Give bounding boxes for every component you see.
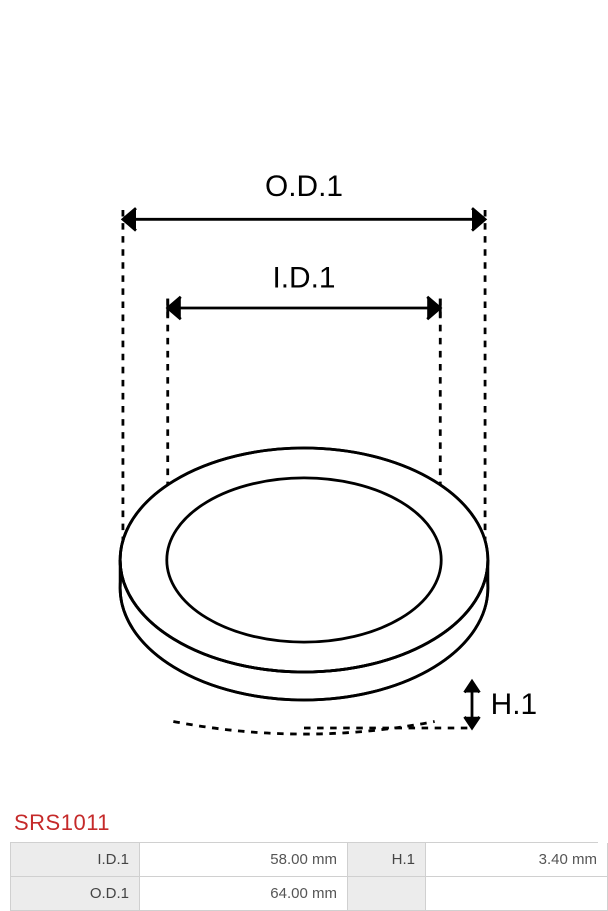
spec-value: 64.00 mm bbox=[140, 877, 348, 911]
spec-label: H.1 bbox=[348, 843, 426, 877]
spec-label: O.D.1 bbox=[10, 877, 140, 911]
id-label: I.D.1 bbox=[272, 261, 335, 294]
diagram-container: O.D.1 I.D.1 bbox=[10, 70, 598, 770]
od-label: O.D.1 bbox=[265, 170, 343, 203]
od-bracket bbox=[123, 208, 485, 230]
spec-label: I.D.1 bbox=[10, 843, 140, 877]
ring-inner-edge bbox=[167, 478, 441, 642]
spec-value: 58.00 mm bbox=[140, 843, 348, 877]
page: O.D.1 I.D.1 bbox=[0, 0, 608, 911]
spec-table: I.D.1 58.00 mm H.1 3.40 mm O.D.1 64.00 m… bbox=[10, 842, 598, 911]
spec-label bbox=[348, 877, 426, 911]
id-bracket bbox=[168, 297, 441, 319]
spec-value: 3.40 mm bbox=[426, 843, 608, 877]
product-code: SRS1011 bbox=[14, 810, 598, 836]
height-label: H.1 bbox=[491, 688, 537, 721]
spec-value bbox=[426, 877, 608, 911]
ring-diagram: O.D.1 I.D.1 bbox=[24, 70, 584, 770]
